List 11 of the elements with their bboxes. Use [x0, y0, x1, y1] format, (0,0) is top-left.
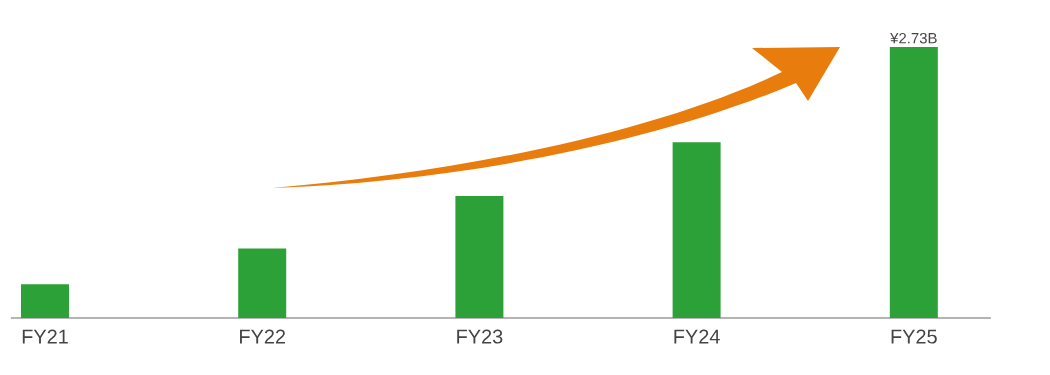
data-label: ¥2.73B — [890, 32, 937, 44]
bar — [455, 195, 504, 318]
bar — [21, 284, 70, 318]
bar — [238, 248, 287, 318]
x-tick-label: FY23 — [457, 329, 503, 344]
bar — [672, 142, 721, 318]
bar — [889, 47, 938, 318]
x-tick-label: FY24 — [674, 329, 720, 344]
x-tick-label: FY22 — [240, 329, 286, 344]
x-tick-label: FY25 — [891, 329, 937, 344]
x-tick-label: FY21 — [22, 329, 68, 344]
